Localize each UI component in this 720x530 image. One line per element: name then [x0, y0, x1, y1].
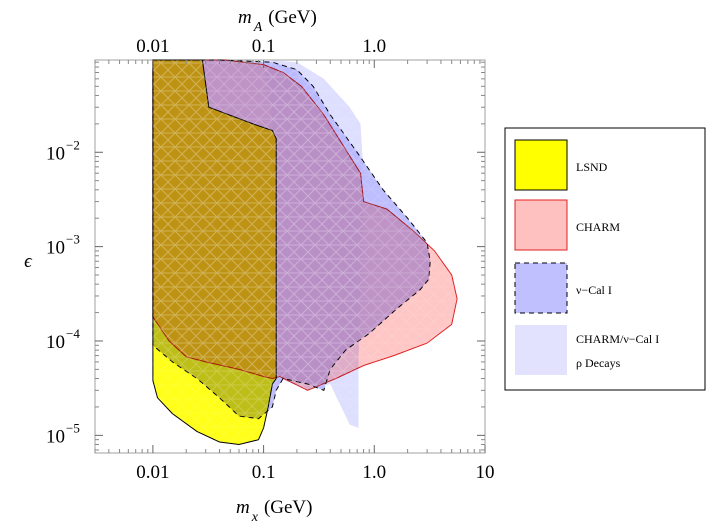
top-axis-title: m A (GeV) [238, 7, 317, 35]
y-tick-label: 10 [46, 426, 65, 447]
x-tick-label: 1.0 [362, 462, 386, 483]
legend-swatch [514, 139, 568, 191]
top-tick-label: 0.1 [252, 36, 276, 57]
legend-label: CHARM [576, 220, 620, 234]
y-axis-title: ϵ [24, 251, 33, 272]
legend-swatch [514, 199, 568, 251]
legend-label-line2: ρ Decays [576, 356, 621, 370]
top-tick-label: 0.01 [136, 36, 169, 57]
top-axis-ticks: 0.01 0.1 1.0 [94, 36, 481, 68]
legend-swatch [515, 325, 567, 375]
x-tick-label: 10 [476, 462, 495, 483]
y-tick-exponent: −4 [66, 326, 80, 341]
y-tick-label: 10 [46, 332, 65, 353]
y-axis-ticks: 10−510−410−310−2 [46, 61, 485, 451]
y-tick-exponent: −3 [66, 232, 80, 247]
x-axis-ticks: 0.01 0.1 1.0 10 [94, 445, 495, 483]
y-tick-exponent: −5 [66, 420, 80, 435]
hatch-overlay [152, 60, 458, 445]
plot-frame [94, 59, 486, 454]
y-tick-exponent: −2 [66, 137, 80, 152]
x-axis-title: m x (GeV) [236, 497, 312, 525]
legend-label: CHARM/ν−Cal I [576, 332, 659, 346]
region-hatch-3 [152, 60, 277, 445]
legend-label: LSND [576, 160, 608, 174]
legend-label: ν−Cal I [576, 283, 612, 297]
x-tick-label: 0.01 [136, 462, 169, 483]
top-tick-label: 1.0 [362, 36, 386, 57]
y-tick-label: 10 [46, 238, 65, 259]
legend: LSND CHARM ν−Cal I CHARM/ν−Cal I ρ Decays [514, 139, 659, 375]
legend-swatch [514, 262, 568, 314]
x-tick-label: 0.1 [252, 462, 276, 483]
y-tick-label: 10 [46, 143, 65, 164]
